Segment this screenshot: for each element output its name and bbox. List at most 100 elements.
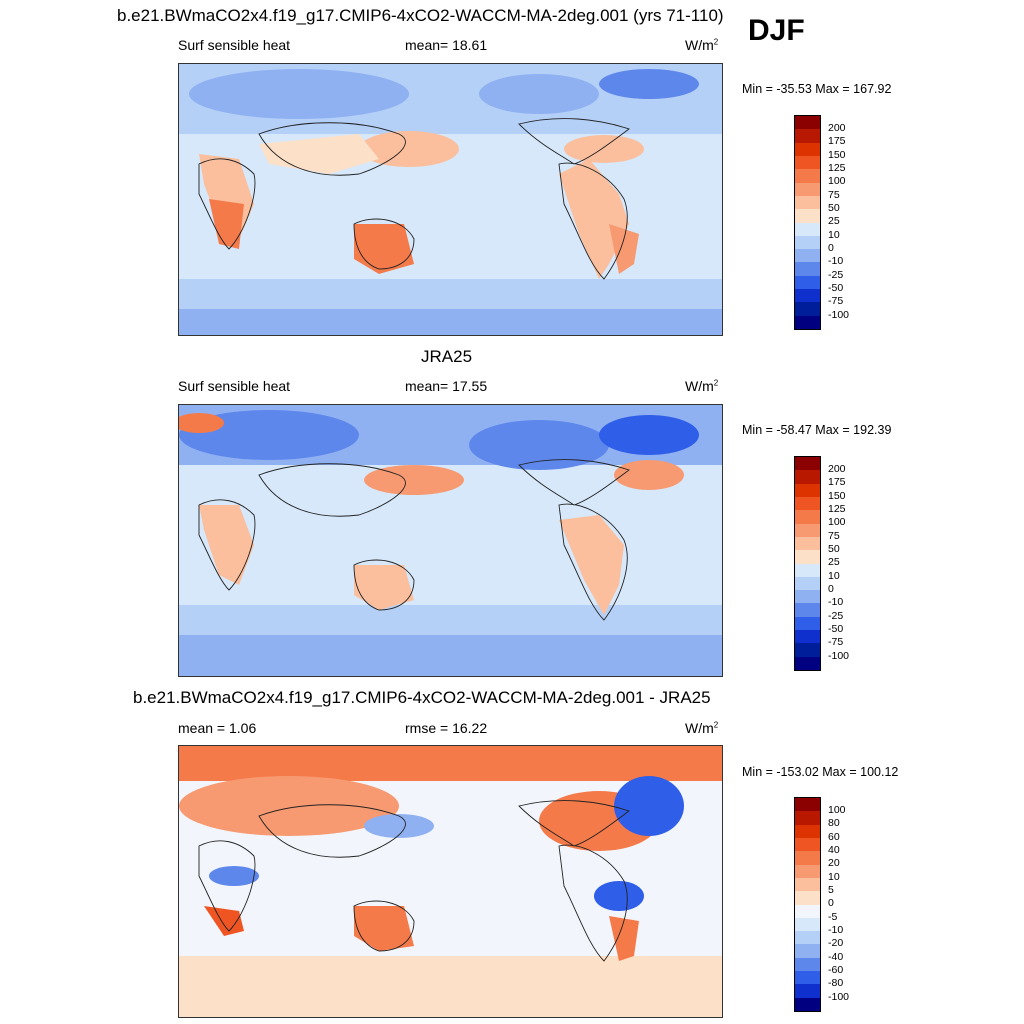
colorbar1-swatch (795, 142, 820, 156)
colorbar3-tick-label: -60 (828, 964, 844, 976)
colorbar2-tick-label: 150 (828, 490, 846, 502)
colorbar1-swatch (795, 222, 820, 236)
panel3-map (178, 745, 723, 1018)
colorbar3-swatch (795, 944, 820, 958)
panel1-units-base: W/m (685, 37, 714, 53)
colorbar1-swatch (795, 262, 820, 276)
panel2-map (178, 404, 723, 677)
colorbar3-tick-label: -80 (828, 977, 844, 989)
colorbar1-swatch (795, 302, 820, 316)
colorbar1-swatch (795, 116, 820, 130)
colorbar3-swatch (795, 931, 820, 945)
panel2-mean: mean= 17.55 (405, 378, 487, 394)
colorbar2-swatch (795, 603, 820, 617)
panel3-units: W/m2 (685, 720, 718, 736)
panel1-mean-value: 18.61 (452, 37, 488, 53)
colorbar1-tick-label: 50 (828, 202, 840, 214)
colorbar2-tick-label: -50 (828, 623, 844, 635)
colorbar2-tick-label: 175 (828, 476, 846, 488)
colorbar3-tick-label: 80 (828, 817, 840, 829)
colorbar2-tick-label: -25 (828, 610, 844, 622)
colorbar3-tick-label: -20 (828, 937, 844, 949)
panel3-minmax: Min = -153.02 Max = 100.12 (742, 765, 899, 779)
colorbar2-swatch (795, 576, 820, 591)
panel3-map-svg (179, 746, 722, 1017)
colorbar1-tick-label: -25 (828, 269, 844, 281)
colorbar1-swatch (795, 195, 820, 210)
colorbar2-tick-label: -75 (828, 636, 844, 648)
colorbar3-tick-label: 60 (828, 831, 840, 843)
colorbar1-tick-label: 200 (828, 122, 846, 134)
colorbar3-swatch (795, 971, 820, 985)
colorbar1-swatch (795, 155, 820, 170)
colorbar3-swatch (795, 864, 820, 878)
panel1-units: W/m2 (685, 37, 718, 53)
colorbar1-tick-label: -50 (828, 282, 844, 294)
panel3-rmse: rmse = 16.22 (405, 720, 487, 736)
colorbar3-tick-label: -40 (828, 951, 844, 963)
panel2-title: JRA25 (421, 347, 473, 366)
colorbar1-tick-label: 150 (828, 149, 846, 161)
panel1-map (178, 63, 723, 336)
colorbar3-swatch (795, 824, 820, 838)
panel2-map-svg (179, 405, 722, 676)
colorbar3-tick-label: 20 (828, 857, 840, 869)
colorbar2-tick-label: -10 (828, 596, 844, 608)
colorbar3-tick-label: 10 (828, 871, 840, 883)
panel1-minmax: Min = -35.53 Max = 167.92 (742, 82, 892, 96)
panel3-units-exp: 2 (713, 720, 719, 730)
colorbar3-swatch (795, 837, 820, 852)
season-label: DJF (748, 14, 805, 47)
colorbar2-tick-label: 200 (828, 463, 846, 475)
colorbar2 (794, 456, 821, 671)
panel3-rmse-label: rmse = (405, 720, 449, 736)
colorbar1-tick-label: 0 (828, 242, 834, 254)
colorbar2-swatch (795, 483, 820, 497)
colorbar1-tick-label: -100 (828, 309, 850, 321)
colorbar2-swatch (795, 643, 820, 657)
colorbar2-swatch (795, 630, 820, 644)
panel3-rmse-value: 16.22 (452, 720, 488, 736)
colorbar3-swatch (795, 877, 820, 892)
colorbar2-swatch (795, 616, 820, 631)
colorbar2-swatch (795, 590, 820, 604)
colorbar3-tick-label: 5 (828, 884, 834, 896)
colorbar2-tick-label: 75 (828, 530, 840, 542)
panel2-variable-label: Surf sensible heat (178, 378, 291, 394)
colorbar2-tick-label: 0 (828, 583, 834, 595)
colorbar2-swatch (795, 536, 820, 551)
panel1-mean: mean= 18.61 (405, 37, 487, 53)
colorbar2-swatch (795, 656, 820, 670)
colorbar2-tick-label: 25 (828, 556, 840, 568)
panel2-units-base: W/m (685, 378, 714, 394)
panel2-units-exp: 2 (713, 378, 719, 388)
colorbar2-swatch (795, 457, 820, 471)
colorbar1-swatch (795, 275, 820, 290)
colorbar3-swatch (795, 851, 820, 865)
panel1-mean-label: mean= (405, 37, 449, 53)
colorbar3-swatch (795, 904, 820, 918)
panel1-map-svg (179, 64, 722, 335)
colorbar3-swatch (795, 811, 820, 825)
colorbar1-tick-label: 75 (828, 189, 840, 201)
colorbar2-tick-label: 10 (828, 570, 840, 582)
colorbar2-swatch (795, 496, 820, 511)
colorbar2-swatch (795, 563, 820, 577)
colorbar1-swatch (795, 182, 820, 196)
colorbar3-swatch (795, 984, 820, 998)
panel2-minmax: Min = -58.47 Max = 192.39 (742, 423, 892, 437)
colorbar1-tick-label: 175 (828, 135, 846, 147)
colorbar2-tick-label: 100 (828, 516, 846, 528)
colorbar1-tick-label: -75 (828, 295, 844, 307)
colorbar1-tick-label: 100 (828, 175, 846, 187)
panel1-units-exp: 2 (713, 37, 719, 47)
colorbar1-swatch (795, 235, 820, 250)
colorbar3 (794, 797, 821, 1012)
colorbar2-tick-label: 125 (828, 503, 846, 515)
colorbar1-tick-label: 10 (828, 229, 840, 241)
colorbar2-swatch (795, 550, 820, 564)
panel1-title: b.e21.BWmaCO2x4.f19_g17.CMIP6-4xCO2-WACC… (117, 6, 724, 25)
colorbar3-swatch (795, 997, 820, 1011)
colorbar3-tick-label: 100 (828, 804, 846, 816)
colorbar2-swatch (795, 510, 820, 524)
